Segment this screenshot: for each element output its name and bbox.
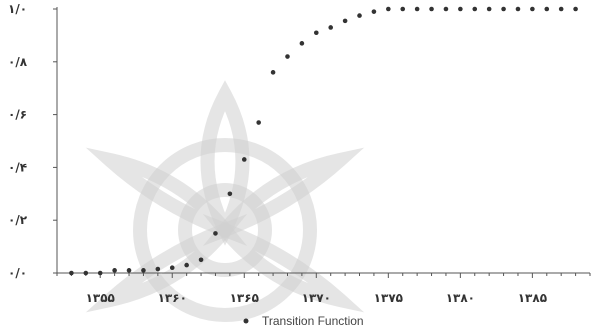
x-axis-ticks: ۱۳۵۵ ۱۳۶۰ ۱۳۶۵ ۱۳۷۰ ۱۳۷۵ ۱۳۸۰ ۱۳۸۵	[56, 273, 591, 305]
data-point	[299, 41, 305, 46]
data-point	[443, 6, 449, 12]
x-tick-label: ۱۳۸۰	[446, 291, 475, 305]
data-point	[328, 25, 334, 30]
data-point	[97, 270, 103, 276]
data-point	[213, 231, 218, 236]
x-tick-label: ۱۳۶۰	[158, 291, 187, 305]
data-point	[169, 265, 175, 271]
legend-label: Transition Function	[262, 314, 364, 328]
y-tick-label: ۰/۴	[8, 160, 27, 174]
x-tick-label: ۱۳۷۵	[374, 291, 403, 305]
data-point	[198, 257, 204, 263]
data-points	[69, 6, 578, 276]
data-point	[544, 6, 550, 12]
data-point	[184, 262, 189, 268]
data-point	[256, 120, 261, 125]
data-point	[371, 9, 377, 14]
data-point	[386, 6, 391, 12]
x-tick-label: ۱۳۶۵	[230, 291, 259, 305]
data-point	[501, 6, 506, 12]
data-point	[573, 6, 578, 12]
data-point	[558, 6, 564, 12]
legend-marker	[243, 318, 249, 324]
data-point	[515, 6, 521, 12]
data-point	[155, 266, 161, 272]
data-point	[400, 6, 406, 12]
legend: Transition Function	[243, 314, 364, 328]
y-axis-ticks: ۰/۰ ۰/۲ ۰/۴ ۰/۶ ۰/۸ ۱/۰	[8, 2, 57, 280]
data-point	[227, 191, 233, 197]
data-point	[241, 157, 247, 162]
data-point	[141, 268, 146, 273]
data-point	[285, 54, 290, 59]
data-point	[126, 268, 132, 273]
data-point	[83, 270, 89, 276]
data-point	[112, 268, 117, 273]
data-point	[530, 6, 535, 12]
y-tick-label: ۰/۲	[8, 213, 28, 227]
data-point	[414, 6, 420, 12]
data-point	[342, 18, 348, 24]
x-tick-label: ۱۳۵۵	[86, 291, 115, 305]
data-point	[69, 270, 74, 276]
data-point	[458, 6, 463, 12]
data-point	[429, 6, 434, 12]
x-tick-label: ۱۳۸۵	[518, 291, 547, 305]
data-point	[270, 70, 276, 75]
watermark-ornament-icon	[85, 80, 365, 322]
data-point	[486, 6, 492, 12]
data-point	[472, 6, 478, 12]
y-tick-label: ۰/۰	[8, 266, 27, 280]
y-tick-label: ۱/۰	[8, 2, 27, 16]
y-tick-label: ۰/۸	[8, 55, 28, 69]
data-point	[357, 13, 362, 18]
x-tick-label: ۱۳۷۰	[302, 291, 331, 305]
y-tick-label: ۰/۶	[8, 108, 27, 122]
data-point	[313, 30, 319, 36]
axes	[56, 7, 590, 274]
